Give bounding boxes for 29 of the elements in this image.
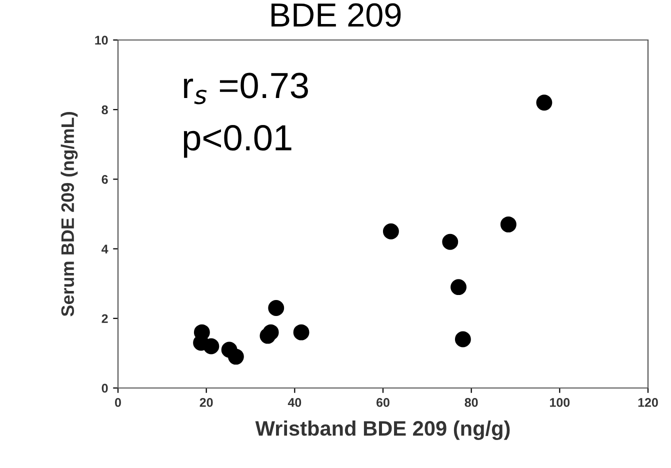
y-tick-label: 10 — [95, 36, 108, 45]
x-tick-label: 100 — [550, 398, 570, 407]
x-tick-label: 80 — [464, 398, 478, 407]
point — [454, 331, 471, 348]
point — [442, 234, 458, 250]
annotation: p<0.01 — [184, 125, 292, 158]
y-axis-title: Serum BDE 209 (ng/mL) — [60, 112, 78, 316]
x-tick-label: 20 — [200, 398, 213, 407]
annotation: r$_{s}$ =0.73 — [184, 72, 308, 104]
x-tick-label: 0 — [115, 398, 121, 407]
point — [262, 324, 279, 340]
x-tick-label: 60 — [376, 398, 390, 407]
y-tick-label: 6 — [102, 175, 108, 184]
point — [228, 348, 244, 365]
x-tick-label: 120 — [638, 398, 658, 407]
point — [450, 279, 467, 296]
y-tick-label: 8 — [102, 105, 108, 114]
point — [268, 300, 284, 316]
point — [500, 216, 516, 232]
point — [203, 338, 220, 354]
point — [382, 223, 399, 240]
x-axis-title: Wristband BDE 209 (ng/g) — [255, 420, 510, 440]
y-tick-label: 4 — [102, 244, 108, 254]
chart-title: BDE 209 — [272, 3, 401, 27]
y-tick-label: 0 — [102, 384, 108, 393]
y-tick-label: 2 — [102, 314, 108, 323]
x-tick-label: 40 — [288, 398, 302, 407]
point — [536, 94, 552, 111]
point — [293, 324, 310, 340]
